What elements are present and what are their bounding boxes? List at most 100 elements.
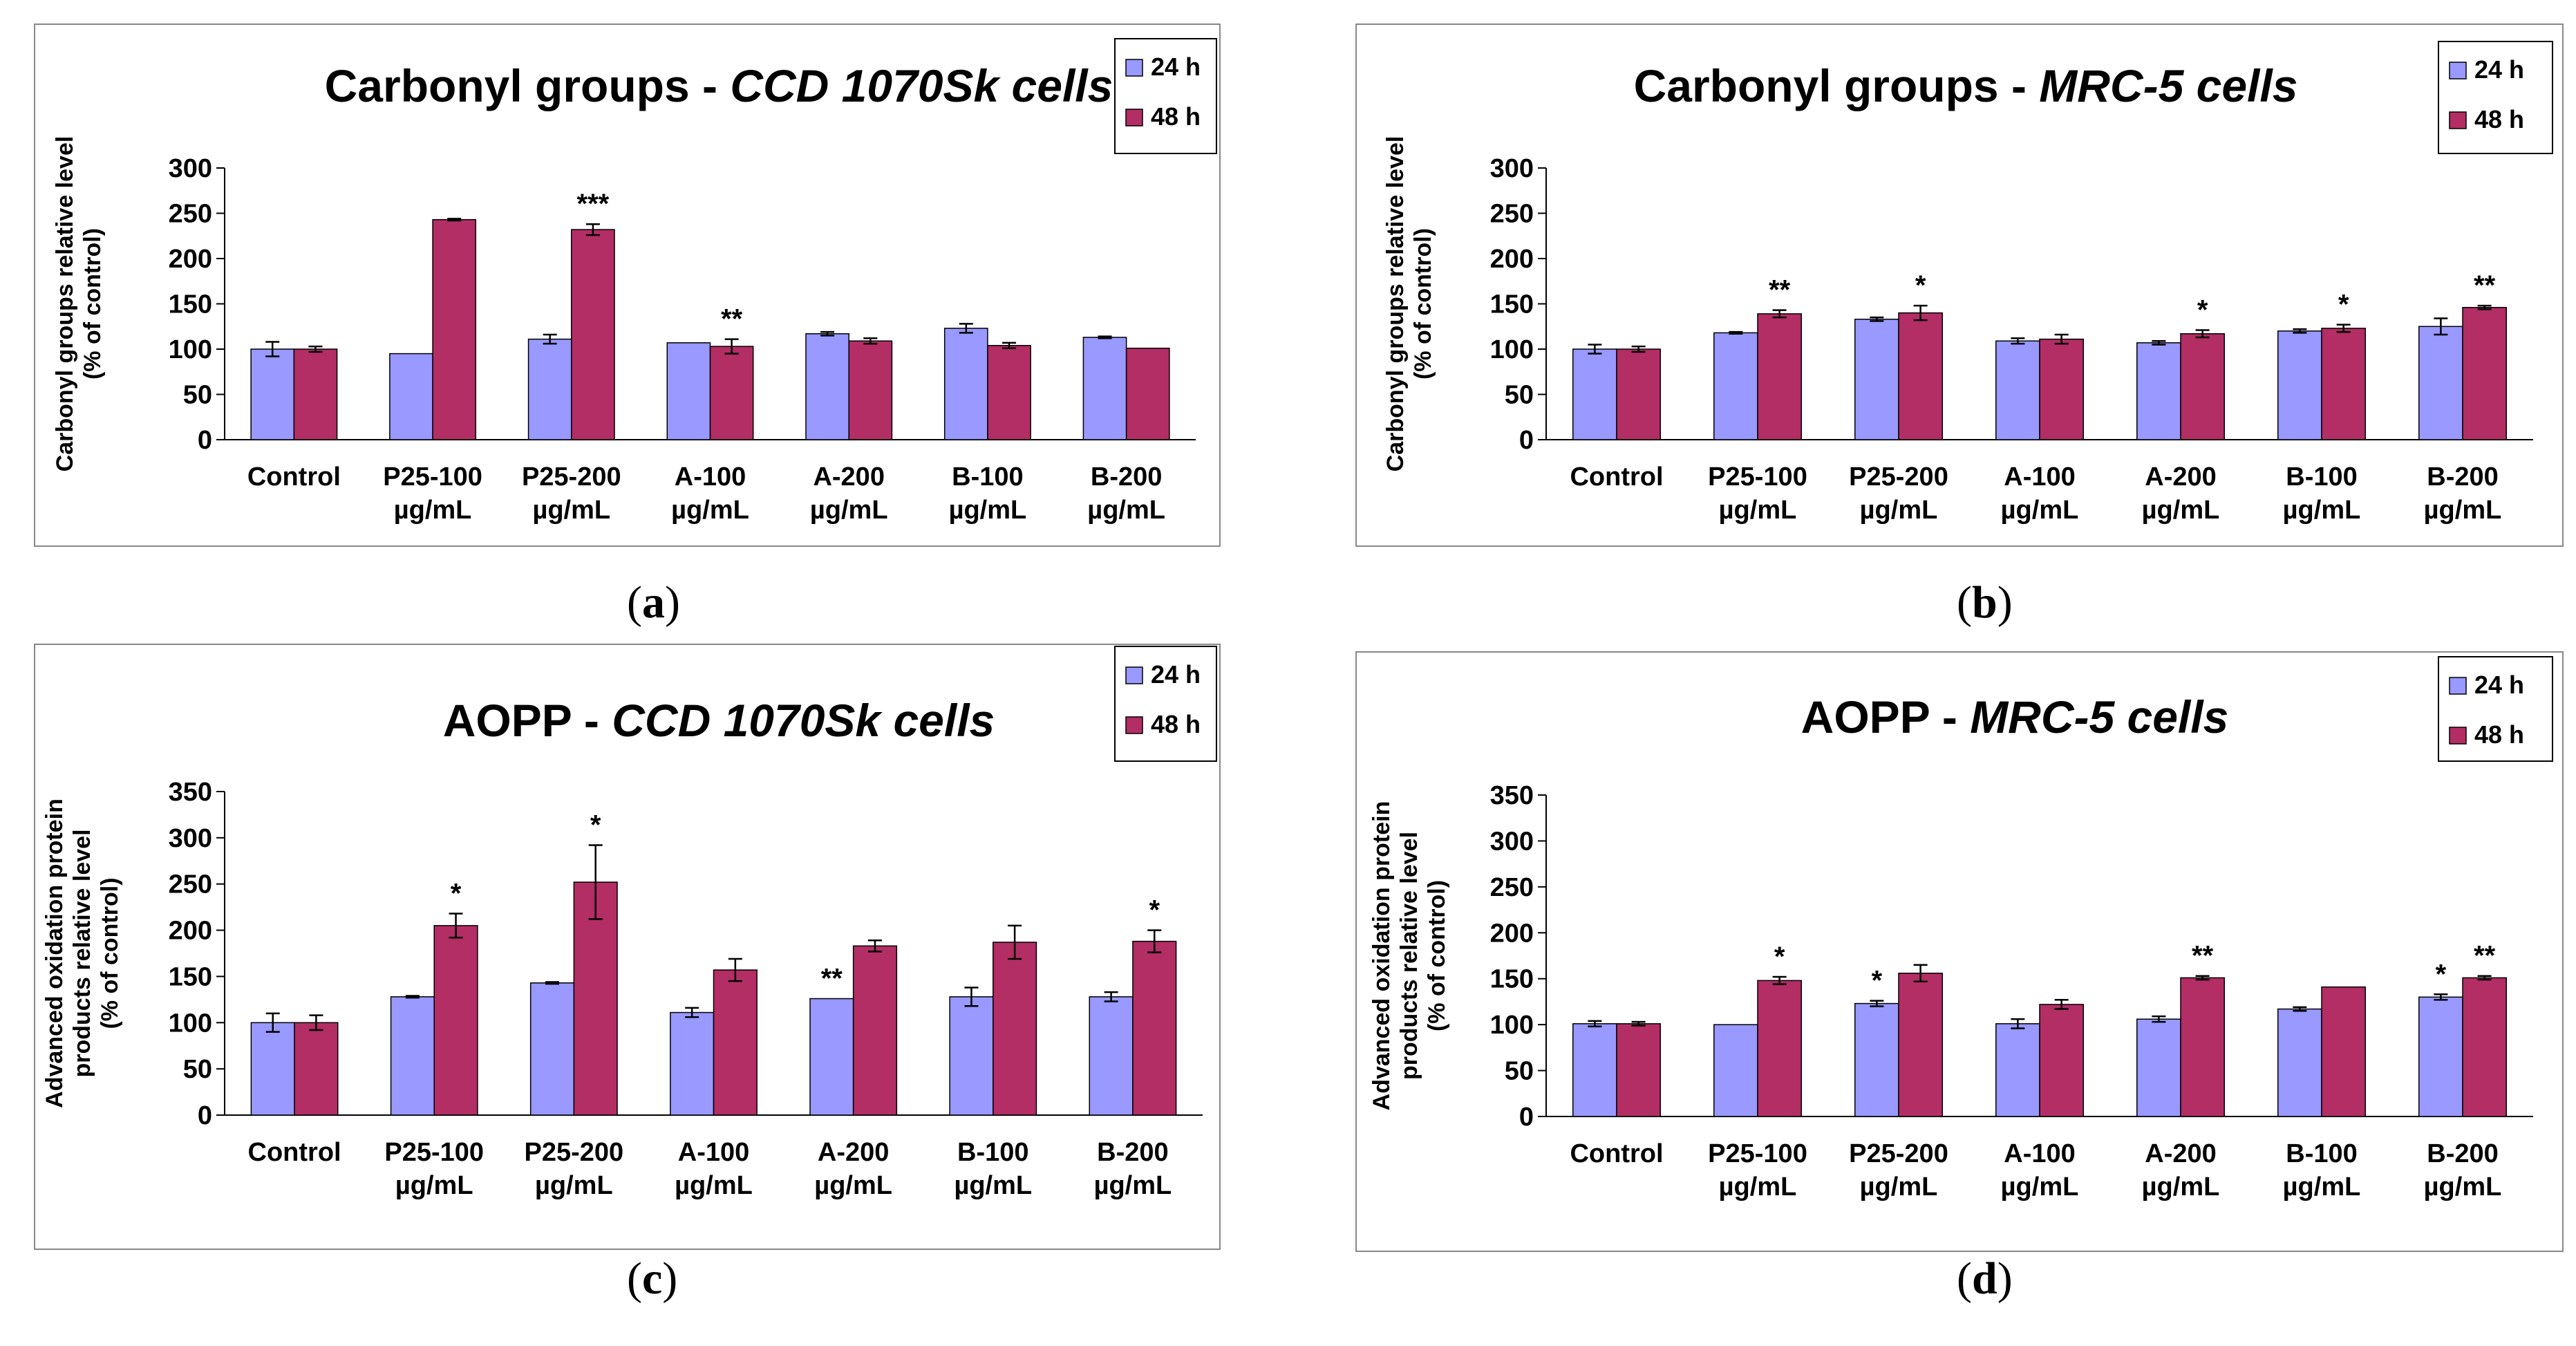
- panel-label-letter: c: [642, 1253, 662, 1304]
- bar-24h: [1572, 348, 1617, 440]
- y-tick-label: 0: [1519, 426, 1534, 455]
- significance-marker: *: [2197, 295, 2208, 325]
- y-tick-label: 50: [183, 381, 212, 410]
- y-axis-label: (% of control): [1410, 228, 1436, 380]
- y-tick-label: 300: [169, 824, 212, 853]
- significance-marker: *: [1149, 895, 1160, 926]
- chart-panel-b: Carbonyl groups - MRC-5 cells (b) 0 50 100 15…: [1355, 24, 2564, 628]
- bar-48h: [709, 346, 754, 440]
- x-tick-label: P25-100: [383, 462, 482, 492]
- y-axis-label: (% of control): [79, 228, 106, 380]
- bar-48h: [1898, 312, 1943, 440]
- legend-frame: [2438, 41, 2553, 154]
- bar-24h: [1995, 1023, 2040, 1117]
- significance-marker: **: [2474, 941, 2496, 971]
- y-tick-label: 50: [1505, 1057, 1534, 1086]
- bar-24h: [250, 1022, 295, 1116]
- x-tick-label: µg/mL: [954, 1171, 1032, 1200]
- bar-24h: [389, 353, 433, 440]
- x-tick-label: B-100: [2286, 1139, 2358, 1168]
- bar-48h: [2462, 306, 2507, 440]
- legend-label: 48 h: [2474, 720, 2524, 749]
- chart-title-italic: MRC-5 cells: [1970, 691, 2228, 742]
- bar-24h: [666, 342, 711, 440]
- panel-label: (c): [627, 1253, 677, 1304]
- significance-marker: **: [2192, 941, 2214, 971]
- x-tick-label: µg/mL: [810, 496, 888, 525]
- x-tick-label: µg/mL: [671, 496, 749, 525]
- significance-marker: *: [1872, 966, 1883, 996]
- y-tick-label: 250: [1490, 200, 1534, 229]
- chart-title: Carbonyl groups - MRC-5 cells: [1634, 60, 2298, 111]
- x-tick-label: µg/mL: [2283, 1172, 2361, 1202]
- chart-title-plain: AOPP -: [1801, 691, 1971, 742]
- panel-frame: [1355, 24, 2564, 547]
- x-tick-label: P25-100: [384, 1138, 484, 1167]
- x-tick-label: B-100: [2286, 462, 2358, 492]
- y-tick-label: 150: [1490, 290, 1534, 319]
- x-tick-label: Control: [1570, 462, 1663, 492]
- y-tick-label: 50: [1505, 381, 1534, 410]
- chart-title-plain: Carbonyl groups -: [1634, 60, 2040, 111]
- bar-48h: [573, 881, 618, 1116]
- x-tick-label: Control: [1570, 1139, 1663, 1168]
- legend-swatch-48h: [2449, 727, 2467, 745]
- bar-48h: [2321, 328, 2366, 440]
- bar-24h: [1713, 1024, 1758, 1117]
- chart-panel-d: AOPP - MRC-5 cells (d) 0 50 100 150 200 250 300 3…: [1355, 651, 2564, 1304]
- y-tick-label: 350: [1490, 781, 1534, 810]
- x-tick-label: A-100: [2004, 1139, 2076, 1168]
- y-tick-label: 250: [169, 870, 212, 899]
- y-axis-label: products relative level: [69, 829, 95, 1077]
- x-tick-label: µg/mL: [2142, 496, 2220, 525]
- y-tick-label: 0: [1519, 1103, 1534, 1132]
- panel-label-letter: b: [1972, 577, 1997, 628]
- y-axis-label: (% of control): [97, 877, 123, 1029]
- x-tick-label: B-200: [1097, 1138, 1169, 1167]
- x-tick-label: B-100: [957, 1138, 1029, 1167]
- bar-24h: [390, 996, 435, 1116]
- chart-panel-a: Carbonyl groups - CCD 1070Sk cells (a) 0 50…: [34, 24, 1221, 628]
- legend-label: 24 h: [2474, 671, 2524, 699]
- y-tick-label: 350: [169, 778, 212, 807]
- legend: 24 h 48 h: [1114, 646, 1217, 762]
- x-tick-label: A-100: [678, 1138, 750, 1167]
- bar-24h: [527, 338, 572, 440]
- bar-48h: [2321, 986, 2366, 1117]
- panel-label-letter: d: [1972, 1253, 1997, 1304]
- bar-24h: [2418, 996, 2463, 1117]
- bar-24h: [2418, 326, 2463, 440]
- x-tick-label: µg/mL: [394, 496, 472, 525]
- x-tick-label: P25-100: [1708, 462, 1807, 492]
- legend-swatch-48h: [1125, 716, 1143, 734]
- bar-24h: [1854, 319, 1899, 440]
- panel-label-close: ): [665, 577, 680, 628]
- chart-title: AOPP - MRC-5 cells: [1801, 691, 2229, 742]
- x-tick-label: µg/mL: [949, 496, 1027, 525]
- y-tick-label: 150: [169, 290, 212, 319]
- chart-title-italic: MRC-5 cells: [2039, 60, 2297, 111]
- significance-marker: **: [821, 964, 843, 994]
- bar-24h: [2136, 1018, 2181, 1117]
- bar-48h: [293, 348, 338, 440]
- bar-24h: [2136, 342, 2181, 440]
- panel-frame: [1355, 651, 2564, 1252]
- y-tick-label: 150: [1490, 965, 1534, 994]
- y-axis-label: Advanced oxidation protein: [41, 798, 68, 1108]
- x-tick-label: B-200: [2427, 462, 2499, 492]
- chart-title-plain: AOPP -: [443, 695, 612, 746]
- y-axis-label: Carbonyl groups relative level: [1382, 136, 1409, 472]
- chart-title-italic: CCD 1070Sk cells: [730, 60, 1113, 111]
- y-tick-label: 50: [183, 1055, 212, 1084]
- x-tick-label: µg/mL: [2001, 496, 2079, 525]
- panel-label-close: ): [1997, 577, 2013, 628]
- x-tick-label: Control: [248, 1138, 341, 1167]
- bar-24h: [1995, 340, 2040, 440]
- x-tick-label: Control: [247, 462, 341, 492]
- bar-48h: [848, 340, 893, 440]
- bar-48h: [1757, 980, 1802, 1117]
- bar-24h: [1082, 337, 1127, 440]
- legend: 24 h 48 h: [2438, 41, 2553, 154]
- x-tick-label: A-100: [2004, 462, 2076, 492]
- x-tick-label: µg/mL: [2424, 1172, 2502, 1202]
